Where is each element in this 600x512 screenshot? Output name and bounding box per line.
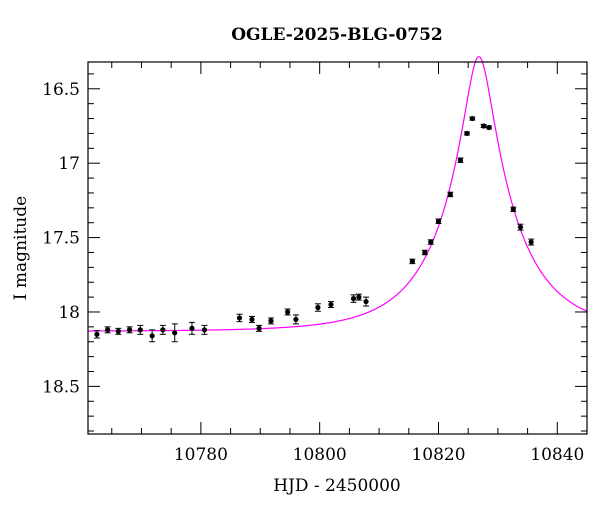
- data-point-marker: [517, 224, 524, 230]
- data-point: [256, 324, 263, 332]
- data-point-marker: [486, 124, 492, 131]
- y-tick-label: 18: [58, 303, 80, 323]
- model-curve-group: [88, 56, 588, 332]
- data-point-marker: [236, 315, 243, 321]
- data-point-marker: [126, 327, 133, 333]
- data-point: [314, 303, 321, 312]
- data-point-marker: [350, 295, 357, 302]
- x-tick-label: 10820: [411, 445, 465, 465]
- data-point-marker: [285, 309, 291, 315]
- data-point: [267, 317, 274, 325]
- data-point-marker: [189, 325, 195, 331]
- y-tick-label: 17.5: [42, 229, 80, 249]
- y-axis-label: I magnitude: [11, 196, 31, 300]
- data-point-marker: [356, 294, 362, 300]
- data-point: [363, 296, 370, 307]
- data-point: [292, 314, 299, 325]
- tick-labels: 10780 10800 10820 10840 16.5 17 17.5 18 18.5: [42, 80, 584, 465]
- data-point: [480, 123, 487, 129]
- x-axis-label: HJD - 2450000: [273, 476, 401, 496]
- data-point: [427, 239, 434, 245]
- data-point: [149, 329, 156, 343]
- data-point-marker: [447, 191, 453, 198]
- data-point-marker: [315, 304, 321, 311]
- data-point: [464, 130, 471, 137]
- data-point: [517, 223, 524, 231]
- data-point-marker: [457, 157, 464, 163]
- data-point: [248, 315, 255, 323]
- data-point-marker: [115, 328, 121, 334]
- data-point-marker: [105, 327, 111, 333]
- data-point: [435, 218, 442, 224]
- x-tick-label: 10840: [530, 445, 584, 465]
- data-point: [350, 294, 357, 303]
- data-point: [159, 324, 166, 335]
- data-point: [93, 330, 100, 339]
- data-point-marker: [428, 239, 434, 245]
- data-point: [201, 324, 208, 335]
- data-point-marker: [293, 316, 299, 323]
- y-tick-label: 18.5: [42, 377, 80, 397]
- data-point-marker: [149, 333, 155, 339]
- data-point: [171, 323, 178, 343]
- data-point: [447, 191, 454, 198]
- data-point: [126, 326, 133, 334]
- data-point-marker: [94, 331, 100, 337]
- data-point: [284, 308, 291, 316]
- data-point-marker: [469, 115, 475, 122]
- data-point: [104, 326, 111, 334]
- chart-title: OGLE-2025-BLG-0752: [231, 25, 443, 45]
- data-point-marker: [464, 130, 470, 137]
- data-point-marker: [137, 327, 143, 333]
- x-tick-label: 10800: [293, 445, 347, 465]
- data-point-marker: [481, 123, 487, 129]
- data-point: [421, 249, 428, 256]
- data-point-marker: [510, 206, 516, 212]
- model-curve: [88, 56, 588, 332]
- data-point-marker: [201, 327, 208, 333]
- data-point-marker: [435, 218, 442, 224]
- data-point: [137, 324, 144, 335]
- data-point-marker: [268, 318, 274, 324]
- data-point: [409, 258, 416, 265]
- data-point-marker: [160, 327, 166, 333]
- data-point: [528, 238, 535, 246]
- data-point-marker: [172, 330, 178, 336]
- data-point: [327, 301, 334, 309]
- data-point: [510, 206, 517, 213]
- data-point-marker: [409, 258, 415, 264]
- data-point-marker: [363, 298, 369, 305]
- data-point: [188, 321, 195, 335]
- axis-ticks: [88, 62, 588, 434]
- data-point: [457, 157, 464, 163]
- data-point-marker: [249, 316, 255, 323]
- data-point-marker: [422, 249, 428, 256]
- data-point: [355, 293, 362, 301]
- data-point: [115, 327, 122, 335]
- data-points-group: [93, 115, 535, 343]
- data-point: [236, 313, 243, 323]
- x-tick-label: 10780: [174, 445, 228, 465]
- y-tick-label: 16.5: [42, 80, 80, 100]
- data-point-marker: [328, 301, 334, 308]
- y-tick-label: 17: [58, 154, 80, 174]
- data-point-marker: [528, 239, 534, 245]
- data-point-marker: [256, 325, 262, 331]
- data-point: [469, 115, 476, 122]
- plot-frame: [87, 61, 588, 435]
- data-point: [485, 124, 492, 131]
